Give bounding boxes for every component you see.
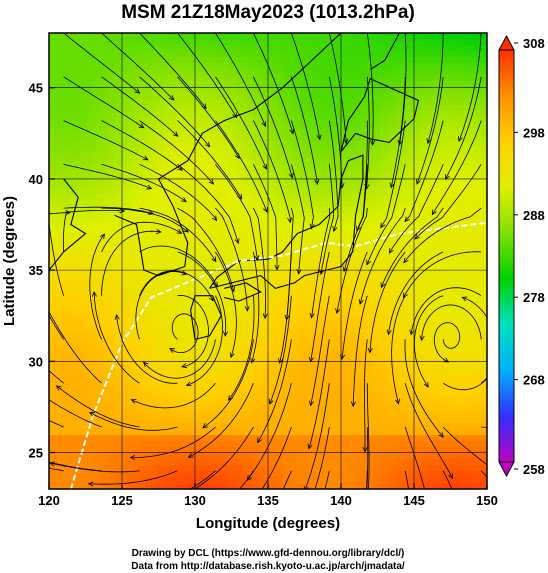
colorbar-max-arrow — [498, 34, 515, 51]
credit-drawing: Drawing by DCL (https://www.gfd-dennou.o… — [132, 548, 405, 559]
x-axis-label: Longitude (degrees) — [196, 515, 340, 532]
chart-title: MSM 21Z18May2023 (1013.2hPa) — [121, 2, 415, 23]
x-tick-label: 150 — [476, 493, 498, 508]
white-contour — [69, 221, 487, 489]
colorbar-tick-label: 278 — [523, 290, 545, 305]
y-tick-label: 45 — [29, 81, 43, 96]
x-tick-label: 140 — [330, 493, 352, 508]
y-axis-label: Latitude (degrees) — [1, 196, 18, 326]
y-tick-label: 40 — [29, 172, 43, 187]
y-tick-label: 25 — [29, 446, 43, 461]
x-axis: 120 125 130 135 140 145 150 — [38, 483, 498, 508]
credit-data: Data from http://database.rish.kyoto-u.a… — [131, 561, 405, 572]
colorbar-min-arrow — [498, 461, 515, 478]
wind-streamlines — [49, 33, 487, 489]
x-tick-label: 120 — [38, 493, 60, 508]
x-tick-label: 130 — [184, 493, 206, 508]
x-tick-label: 145 — [403, 493, 425, 508]
colorbar-scale — [498, 49, 515, 463]
colorbar-tick-label: 298 — [523, 125, 545, 140]
colorbar: 258 268 278 288 298 308 — [498, 34, 545, 478]
y-tick-label: 35 — [29, 263, 43, 278]
y-axis: 25 30 35 40 45 — [29, 81, 55, 461]
x-tick-label: 125 — [111, 493, 133, 508]
colorbar-tick-label: 268 — [523, 373, 545, 388]
colorbar-tick-label: 288 — [523, 208, 545, 223]
colorbar-tick-label: 258 — [523, 462, 545, 477]
colorbar-tick-label: 308 — [523, 36, 545, 51]
y-tick-label: 30 — [29, 354, 43, 369]
x-tick-label: 135 — [257, 493, 279, 508]
